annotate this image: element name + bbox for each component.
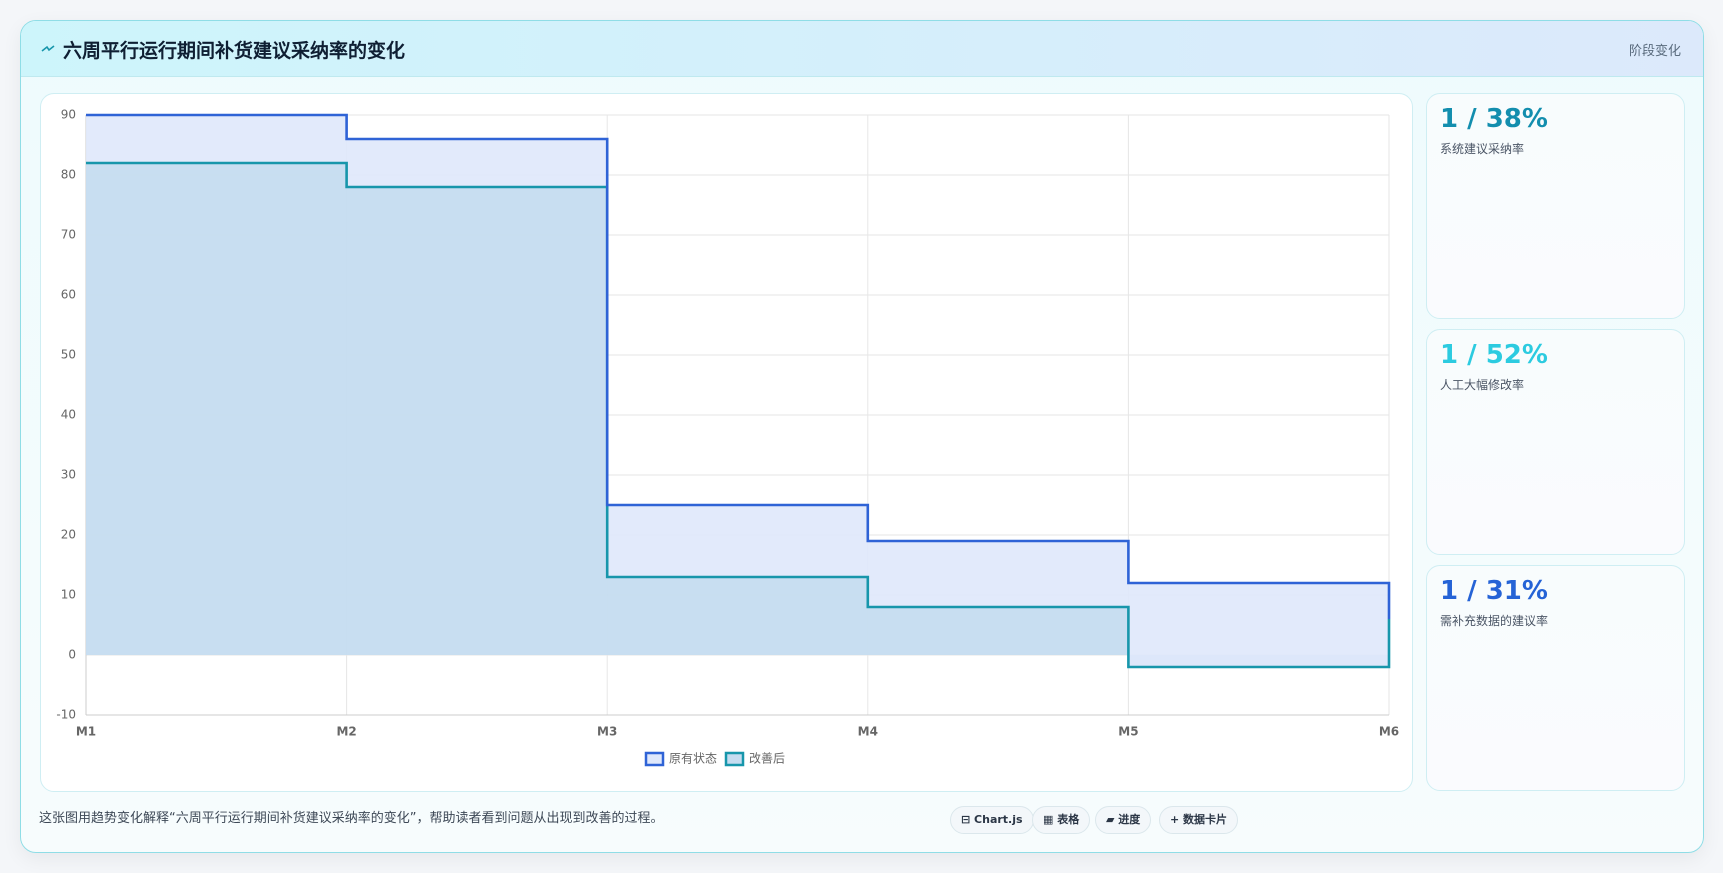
stat-value: 1 / 38% — [1440, 104, 1548, 134]
y-tick-label: 30 — [61, 468, 76, 482]
stat-card: 1 / 52% 人工大幅修改率 — [1426, 329, 1685, 555]
area — [86, 115, 1389, 667]
x-tick-label: M1 — [76, 725, 96, 739]
stat-label: 需补充数据的建议率 — [1440, 614, 1549, 628]
line — [86, 113, 1391, 619]
x-tick-label: M4 — [858, 725, 878, 739]
y-tick-label: 40 — [61, 408, 76, 422]
stat-card: 1 / 38% 系统建议采纳率 — [1426, 93, 1685, 319]
y-tick-label: 80 — [61, 168, 76, 182]
area — [86, 163, 1389, 667]
y-tick-label: 60 — [61, 288, 76, 302]
button[interactable]: ⊟ Chart.js — [950, 806, 1034, 834]
y-tick-label: 0 — [68, 648, 76, 662]
x-tick-label: M6 — [1379, 725, 1399, 739]
y-tick-label: 90 — [61, 108, 76, 122]
legend-swatch — [644, 751, 665, 767]
y-tick-label: 50 — [61, 348, 76, 362]
y-tick-label: -10 — [56, 708, 76, 722]
stat-value: 1 / 52% — [1440, 340, 1548, 370]
legend-label: 原有状态 — [669, 752, 717, 766]
stat-label: 系统建议采纳率 — [1440, 142, 1525, 156]
button[interactable]: ▰ 进度 — [1095, 806, 1152, 834]
chart: -10 0 10 20 30 40 50 60 70 80 90 M1 M2 M3 M4 M5 M6 原有状态 改善… — [56, 108, 1399, 767]
x-tick-label: M2 — [336, 725, 356, 739]
y-tick-label: 10 — [61, 588, 76, 602]
y-tick-label: 20 — [61, 528, 76, 542]
tag: 阶段变化 — [1628, 44, 1681, 59]
footer-text: 这张图用趋势变化解释“六周平行运行期间补货建议采纳率的变化”，帮助读者看到问题从… — [39, 811, 664, 826]
stat-value: 1 / 31% — [1440, 576, 1548, 606]
legend-label: 改善后 — [749, 751, 785, 766]
x-tick-label: M5 — [1118, 725, 1138, 739]
card: 六周平行运行期间补货建议采纳率的变化 阶段变化 -10 0 10 20 30 40 50 60… — [20, 20, 1704, 853]
legend-swatch — [724, 751, 745, 767]
chart-panel: -10 0 10 20 30 40 50 60 70 80 90 M1 M2 M3 M4 M5 M6 原有状态 改善… — [40, 93, 1413, 792]
button[interactable]: ▦ 表格 — [1032, 806, 1091, 834]
y-tick-label: 70 — [61, 228, 76, 242]
stat-label: 人工大幅修改率 — [1440, 378, 1525, 392]
header: 六周平行运行期间补货建议采纳率的变化 阶段变化 — [21, 21, 1703, 77]
button[interactable]: + 数据卡片 — [1159, 806, 1239, 834]
stat-card: 1 / 31% 需补充数据的建议率 — [1426, 565, 1685, 791]
title-icon — [41, 45, 55, 52]
line — [86, 161, 1391, 669]
title: 六周平行运行期间补货建议采纳率的变化 — [63, 40, 406, 62]
x-tick-label: M3 — [597, 725, 617, 739]
